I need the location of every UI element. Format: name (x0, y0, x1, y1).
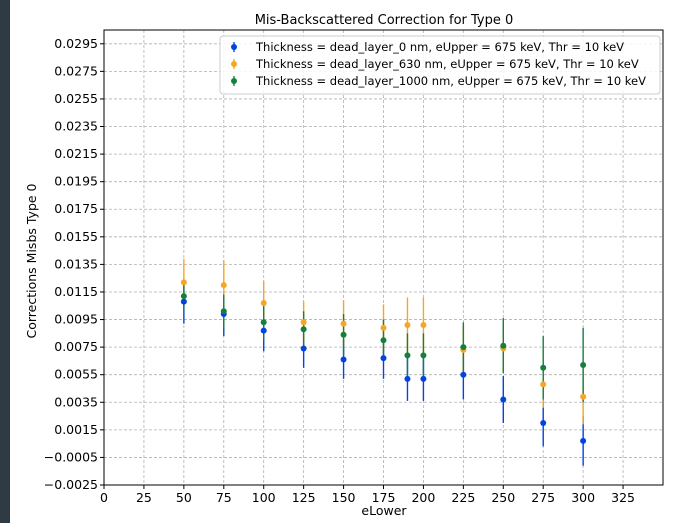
data-point (380, 355, 387, 362)
x-tick-label: 275 (531, 490, 555, 505)
y-tick-label: 0.0115 (54, 284, 98, 299)
legend-entry-label: Thickness = dead_layer_0 nm, eUpper = 67… (255, 40, 624, 54)
y-tick-label: 0.0155 (54, 229, 98, 244)
x-tick-label: 325 (611, 490, 635, 505)
x-tick-label: 25 (136, 490, 152, 505)
data-point (460, 371, 467, 378)
data-point (580, 362, 587, 369)
x-tick-label: 300 (571, 490, 595, 505)
y-tick-label: 0.0275 (54, 63, 98, 78)
chart-title: Mis-Backscattered Correction for Type 0 (255, 13, 514, 28)
data-point (420, 322, 427, 329)
data-point (404, 375, 411, 382)
y-axis-label: Corrections Misbs Type 0 (24, 183, 39, 338)
y-tick-label: 0.0235 (54, 119, 98, 134)
data-point (260, 300, 267, 306)
data-point (404, 322, 411, 329)
y-tick-label: −0.0005 (44, 449, 98, 464)
x-tick-label: 50 (176, 490, 192, 505)
y-tick-label: 0.0035 (54, 394, 98, 409)
data-point (260, 319, 267, 326)
data-point (260, 327, 267, 334)
data-point (540, 364, 547, 371)
data-point (580, 393, 587, 400)
data-point (300, 319, 307, 326)
data-point (500, 342, 507, 349)
legend-box (219, 35, 661, 95)
y-axis-ticks: −0.0025 −0.0005 0.0015 0.0035 0.0055 0.0075 0.… (44, 36, 104, 492)
legend: Thickness = dead_layer_0 nm, eUpper = 67… (219, 35, 661, 95)
legend-entry-label: Thickness = dead_layer_1000 nm, eUpper =… (255, 74, 646, 88)
x-tick-label: 150 (332, 490, 356, 505)
data-point (180, 298, 187, 305)
data-point (180, 279, 187, 286)
data-point (220, 308, 227, 315)
data-points (180, 279, 587, 444)
data-point (460, 344, 467, 351)
x-tick-label: 175 (372, 490, 396, 505)
data-point (220, 282, 227, 289)
x-axis-label: eLower (361, 503, 407, 518)
grid-lines (103, 30, 663, 486)
data-point (340, 331, 347, 338)
data-point (420, 375, 427, 382)
x-tick-label: 75 (216, 490, 232, 505)
y-tick-label: 0.0215 (54, 146, 98, 161)
y-tick-label: 0.0255 (54, 91, 98, 106)
y-tick-label: −0.0025 (44, 477, 98, 492)
y-tick-label: 0.0015 (54, 422, 98, 437)
data-point (404, 352, 411, 359)
y-tick-label: 0.0195 (54, 174, 98, 189)
data-point (540, 381, 547, 388)
data-point (340, 320, 347, 327)
x-tick-label: 200 (411, 490, 435, 505)
x-tick-label: 225 (451, 490, 475, 505)
y-tick-label: 0.0295 (54, 36, 98, 51)
x-tick-label: 250 (491, 490, 515, 505)
data-point (580, 437, 587, 444)
y-tick-label: 0.0075 (54, 339, 98, 354)
y-tick-label: 0.0055 (54, 367, 98, 382)
legend-point-marker (231, 61, 237, 67)
y-tick-label: 0.0175 (54, 201, 98, 216)
data-point (380, 337, 387, 344)
data-point (180, 293, 187, 300)
error-bars (183, 258, 584, 466)
data-point (300, 326, 307, 333)
x-tick-label: 0 (100, 490, 108, 505)
data-point (420, 352, 427, 359)
data-point (380, 324, 387, 331)
y-tick-label: 0.0135 (54, 256, 98, 271)
data-point (500, 396, 507, 403)
x-axis-ticks: 0 25 50 75 100 125 150 175 200 225 250 275 300 325 (100, 485, 635, 505)
data-point (300, 345, 307, 352)
data-point (540, 419, 547, 426)
x-tick-label: 100 (252, 490, 276, 505)
legend-point-marker (231, 44, 237, 50)
legend-entry-label: Thickness = dead_layer_630 nm, eUpper = … (255, 57, 639, 71)
x-tick-label: 125 (292, 490, 316, 505)
y-tick-label: 0.0095 (54, 312, 98, 327)
window-edge (0, 0, 10, 523)
data-point (340, 356, 347, 363)
legend-point-marker (231, 78, 237, 84)
